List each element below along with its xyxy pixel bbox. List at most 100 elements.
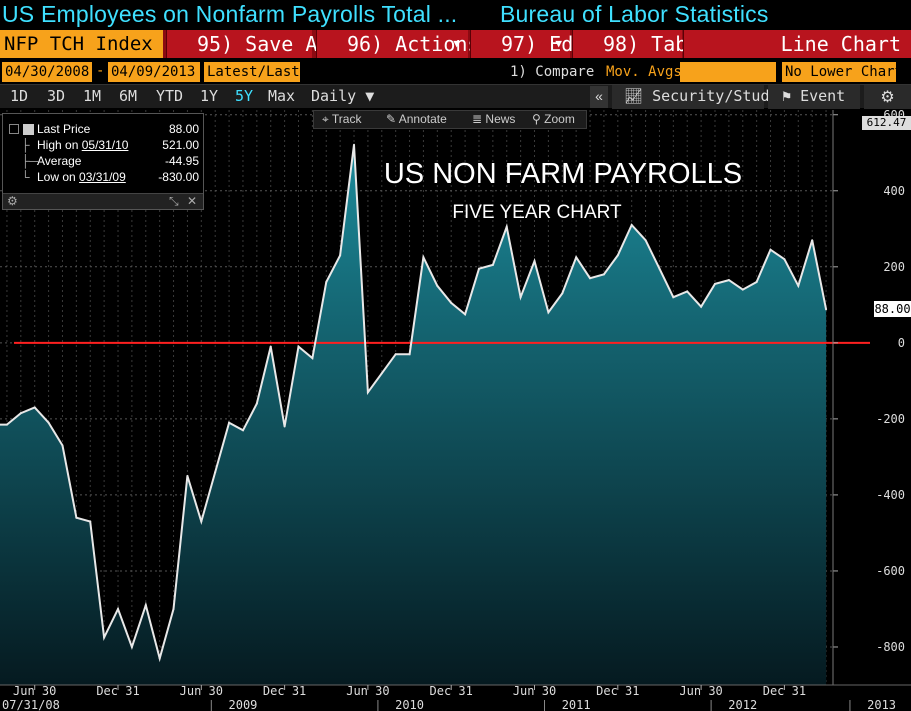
period-1d[interactable]: 1D (10, 87, 29, 105)
start-date-field[interactable]: 04/30/2008 (2, 62, 92, 82)
chevron-down-icon: ▼ (555, 37, 562, 50)
frequency-select[interactable]: Daily ▼ (311, 87, 374, 105)
axis-max-tag: 612.47 (862, 116, 911, 130)
flag-icon: ⚑ (782, 87, 792, 105)
data-point (47, 421, 50, 424)
collapse-button[interactable]: « (590, 86, 608, 108)
series-area (0, 144, 827, 686)
data-point (505, 225, 508, 228)
x-tick-label: Jun 30 (679, 684, 722, 698)
data-point (61, 444, 64, 447)
end-date-field[interactable]: 04/09/2013 (108, 62, 200, 82)
y-axis: 600 400 200 0 -200 -400 -600 -800 (832, 110, 905, 685)
period-max[interactable]: Max (268, 87, 296, 105)
pencil-icon: ✎ (386, 112, 397, 126)
mov-avgs-field[interactable] (680, 62, 776, 82)
gear-icon[interactable]: ⚙ (7, 194, 18, 208)
chart-toolbar: ⌖ Track ✎ Annotate ≣ News ⚲ Zoom (313, 110, 587, 129)
legend-last-price: Last Price 88.00 (7, 122, 201, 138)
x-tick-label: Jun 30 (513, 684, 556, 698)
data-point (117, 607, 120, 610)
data-point (311, 357, 314, 360)
period-1m[interactable]: 1M (83, 87, 102, 105)
data-point (491, 263, 494, 266)
data-point (700, 305, 703, 308)
x-tick-label: Jun 30 (13, 684, 56, 698)
y-tick-label: -200 (876, 412, 905, 426)
data-point (241, 429, 244, 432)
data-point (741, 288, 744, 291)
news-tool[interactable]: ≣ News (472, 112, 515, 126)
collapse-icon[interactable] (9, 124, 19, 134)
legend-high: ├ High on 05/31/10 521.00 (7, 138, 201, 154)
data-point (644, 239, 647, 242)
high-date: 05/31/10 (81, 138, 129, 152)
track-label: Track (331, 112, 362, 126)
data-point (144, 604, 147, 607)
track-tool[interactable]: ⌖ Track (322, 112, 361, 127)
annotate-tool[interactable]: ✎ Annotate (386, 112, 447, 126)
table-button[interactable]: 98) Table (572, 30, 711, 58)
data-point (783, 258, 786, 261)
data-point (228, 421, 231, 424)
legend-panel[interactable]: Last Price 88.00 ├ High on 05/31/10 521.… (2, 113, 204, 210)
chevron-down-icon: ▼ (365, 87, 375, 105)
price-mode-select[interactable]: Latest/Last (204, 62, 300, 82)
mov-avgs-button[interactable]: Mov. Avgs (606, 64, 682, 80)
data-point (408, 353, 411, 356)
compare-button[interactable]: 1) Compare (510, 64, 595, 80)
lower-chart-select[interactable]: No Lower Chart (782, 62, 896, 82)
x-year-label: 2012 (728, 698, 757, 711)
data-point (353, 143, 356, 146)
save-as-button[interactable]: 95) Save As (166, 30, 329, 58)
data-point (214, 471, 217, 474)
chevron-down-icon: ▼ (453, 37, 460, 50)
legend-low: └ Low on 03/31/09 -830.00 (7, 170, 201, 186)
resize-icon[interactable]: ⤡ (169, 194, 179, 208)
chart-title: US NON FARM PAYROLLS (384, 158, 742, 190)
x-tick-label: Dec 31 (263, 684, 306, 698)
actions-button[interactable]: 96) Actions ▼ (316, 30, 479, 58)
data-point (130, 645, 133, 648)
period-ytd[interactable]: YTD (156, 87, 184, 105)
edit-button[interactable]: 97) Edit ▼ (470, 30, 597, 58)
data-point (297, 345, 300, 348)
low-value: -830.00 (158, 170, 199, 184)
x-year-label: 07/31/08 (2, 698, 60, 711)
data-point (477, 267, 480, 270)
data-point (5, 423, 8, 426)
x-year-label: 2010 (395, 698, 424, 711)
data-point (561, 292, 564, 295)
data-point (519, 296, 522, 299)
date-row: 04/30/2008 - 04/09/2013 Latest/Last 1) C… (0, 60, 911, 82)
x-tick-label: Jun 30 (180, 684, 223, 698)
y-tick-label: 0 (898, 336, 905, 350)
legend-footer: ⚙ ⤡ ✕ (3, 193, 203, 209)
data-point (727, 279, 730, 282)
close-icon[interactable]: ✕ (187, 194, 198, 208)
zoom-tool[interactable]: ⚲ Zoom (532, 112, 575, 126)
data-point (686, 290, 689, 293)
data-point (158, 657, 161, 660)
period-3d[interactable]: 3D (47, 87, 66, 105)
ticker-input[interactable]: NFP TCH Index (0, 30, 163, 58)
security-study-label: Security/Study (652, 87, 779, 105)
data-point (713, 282, 716, 285)
data-point (200, 520, 203, 523)
y-tick-label: 600 (883, 110, 905, 122)
gear-icon[interactable]: ⚙ (864, 85, 911, 109)
data-point (422, 256, 425, 259)
chart-type-button[interactable]: Line Chart (683, 30, 911, 58)
annotate-label: Annotate (398, 112, 447, 126)
x-year-label: 2013 (867, 698, 896, 711)
data-point (89, 520, 92, 523)
event-button[interactable]: ⚑ Event (768, 85, 860, 109)
x-tick-label: Dec 31 (96, 684, 139, 698)
data-point (33, 406, 36, 409)
period-1y[interactable]: 1Y (200, 87, 219, 105)
period-5y[interactable]: 5Y (235, 87, 254, 105)
security-study-button[interactable]: 📈︎ Security/Study (612, 85, 779, 109)
command-row: NFP TCH Index 95) Save As 96) Actions ▼ … (0, 30, 911, 58)
period-6m[interactable]: 6M (119, 87, 138, 105)
y-tick-label: 400 (883, 184, 905, 198)
